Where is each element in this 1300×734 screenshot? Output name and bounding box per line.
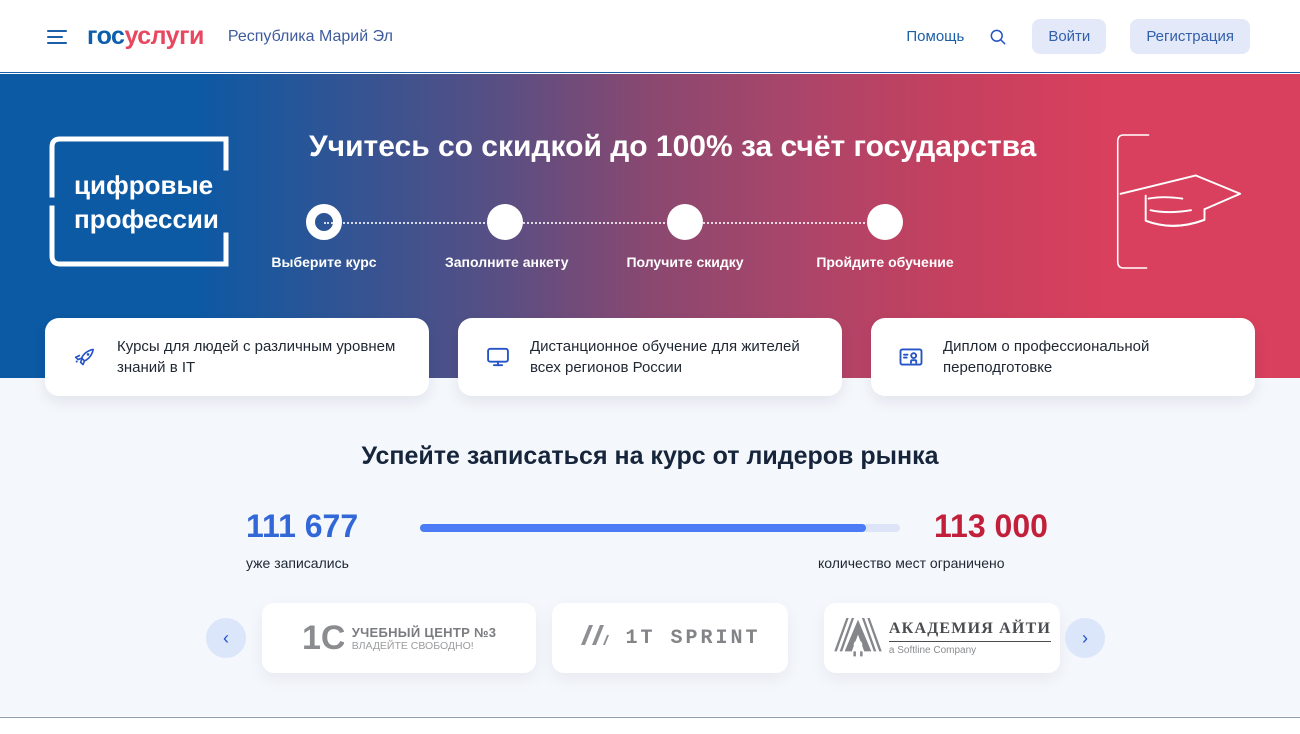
svg-text:1C: 1C	[302, 619, 344, 657]
